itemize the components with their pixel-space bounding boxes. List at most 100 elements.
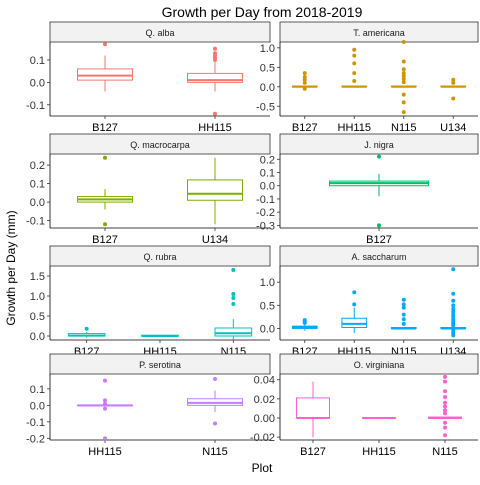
outlier-point [401, 92, 406, 97]
outlier-point [302, 320, 307, 325]
outlier-point [401, 77, 406, 81]
y-tick-label: 0.2 [30, 160, 45, 172]
outlier-point [103, 398, 107, 403]
outlier-point [213, 57, 217, 62]
x-tick-label: B127 [92, 234, 118, 246]
outlier-point [302, 80, 307, 85]
y-tick-label: 0.1 [30, 384, 45, 396]
outlier-point [451, 307, 456, 312]
facet-strip-label: Q. alba [145, 28, 174, 38]
facet-strip-label: Q. rubra [143, 252, 176, 262]
outlier-point [451, 298, 456, 303]
outlier-point [103, 42, 107, 47]
facet-strip-label: P. serotina [139, 360, 181, 370]
outlier-point [443, 411, 447, 416]
outlier-point [451, 303, 456, 308]
box [296, 397, 330, 419]
outlier-point [451, 80, 456, 85]
facet-strip [279, 245, 479, 267]
outlier-point [443, 408, 447, 413]
outlier-point [401, 40, 406, 44]
outlier-point [302, 86, 307, 91]
outlier-point [401, 73, 406, 78]
facet-strip-label: J. nigra [364, 140, 394, 150]
outlier-point [443, 400, 447, 405]
facet-panel: Q. macrocarpa -0.1 0.0 0.1 0.2 B127 U134 [26, 133, 271, 246]
x-tick-label: N115 [391, 122, 416, 134]
y-tick-label: 1.0 [260, 277, 275, 289]
outlier-point [84, 326, 89, 331]
facet-panel: J. nigra -0.3-0.2-0.10.00.1 0.2 B127 [256, 133, 479, 246]
outlier-point [451, 77, 456, 82]
facet-strip [279, 133, 479, 155]
outlier-point [401, 312, 406, 317]
outlier-point [401, 317, 406, 322]
facet-strip [49, 353, 271, 375]
x-tick-label: HH115 [198, 122, 231, 134]
outlier-point [401, 305, 406, 310]
y-tick-label: 0.5 [30, 311, 45, 323]
y-axis-title: Growth per Day (mm) [4, 210, 18, 325]
box [77, 68, 133, 81]
outlier-point [352, 78, 357, 83]
outlier-point [103, 406, 107, 411]
outlier-point [443, 379, 447, 384]
outlier-point [451, 309, 456, 314]
x-tick-label: U134 [202, 234, 228, 246]
y-tick-label: 0.2 [260, 154, 275, 166]
outlier-point [443, 394, 447, 399]
y-tick-label: -0.2 [256, 207, 275, 219]
outlier-point [401, 80, 406, 85]
x-tick-label: B127 [92, 122, 118, 134]
chart-title: Growth per Day from 2018-2019 [162, 4, 363, 20]
facet-strip [279, 21, 479, 43]
box [187, 179, 243, 201]
y-tick-label: -0.1 [256, 194, 275, 206]
outlier-point [213, 111, 217, 116]
x-tick-label: N115 [202, 446, 227, 458]
y-tick-label: 0.0 [30, 77, 45, 89]
y-tick-label: -0.3 [256, 220, 275, 232]
y-tick-label: -0.2 [26, 433, 45, 445]
outlier-point [377, 223, 381, 228]
y-tick-label: 0.5 [260, 62, 275, 74]
outlier-point [401, 67, 406, 72]
outlier-point [451, 323, 456, 328]
y-tick-label: 0.04 [254, 375, 275, 387]
box [187, 72, 243, 83]
y-tick-label: 0.0 [30, 197, 45, 209]
facet-strip [49, 245, 271, 267]
y-tick-label: 0.0 [260, 181, 275, 193]
y-tick-label: 1.0 [260, 43, 275, 55]
outlier-point [377, 154, 381, 159]
x-tick-label: HH115 [362, 446, 395, 458]
x-tick-label: HH115 [88, 446, 121, 458]
outlier-point [352, 290, 357, 295]
facet-strip-label: Q. macrocarpa [130, 140, 190, 150]
outlier-point [231, 302, 236, 306]
y-tick-label: 1.5 [30, 271, 45, 283]
outlier-point [213, 46, 217, 51]
outlier-point [401, 297, 406, 302]
outlier-point [213, 421, 217, 426]
outlier-point [443, 420, 447, 425]
facet-strip-label: A. saccharum [351, 252, 406, 262]
facet-panel: T. americana -0.5 0.0 0.5 1.0 B127 HH115 N115 U1… [256, 21, 479, 134]
outlier-point [401, 321, 406, 326]
y-tick-label: 1.0 [30, 291, 45, 303]
x-tick-label: B127 [300, 446, 326, 458]
x-tick-label: B127 [366, 234, 392, 246]
outlier-point [443, 404, 447, 409]
x-tick-label: HH115 [338, 122, 371, 134]
y-tick-label: -0.1 [26, 100, 45, 112]
outlier-point [451, 333, 456, 338]
facet-strip [49, 133, 271, 155]
outlier-point [103, 155, 107, 160]
x-tick-label: U134 [440, 122, 466, 134]
y-tick-label: 0.1 [260, 168, 275, 180]
y-tick-label: 0.5 [260, 300, 275, 312]
y-tick-label: 0.1 [30, 179, 45, 191]
